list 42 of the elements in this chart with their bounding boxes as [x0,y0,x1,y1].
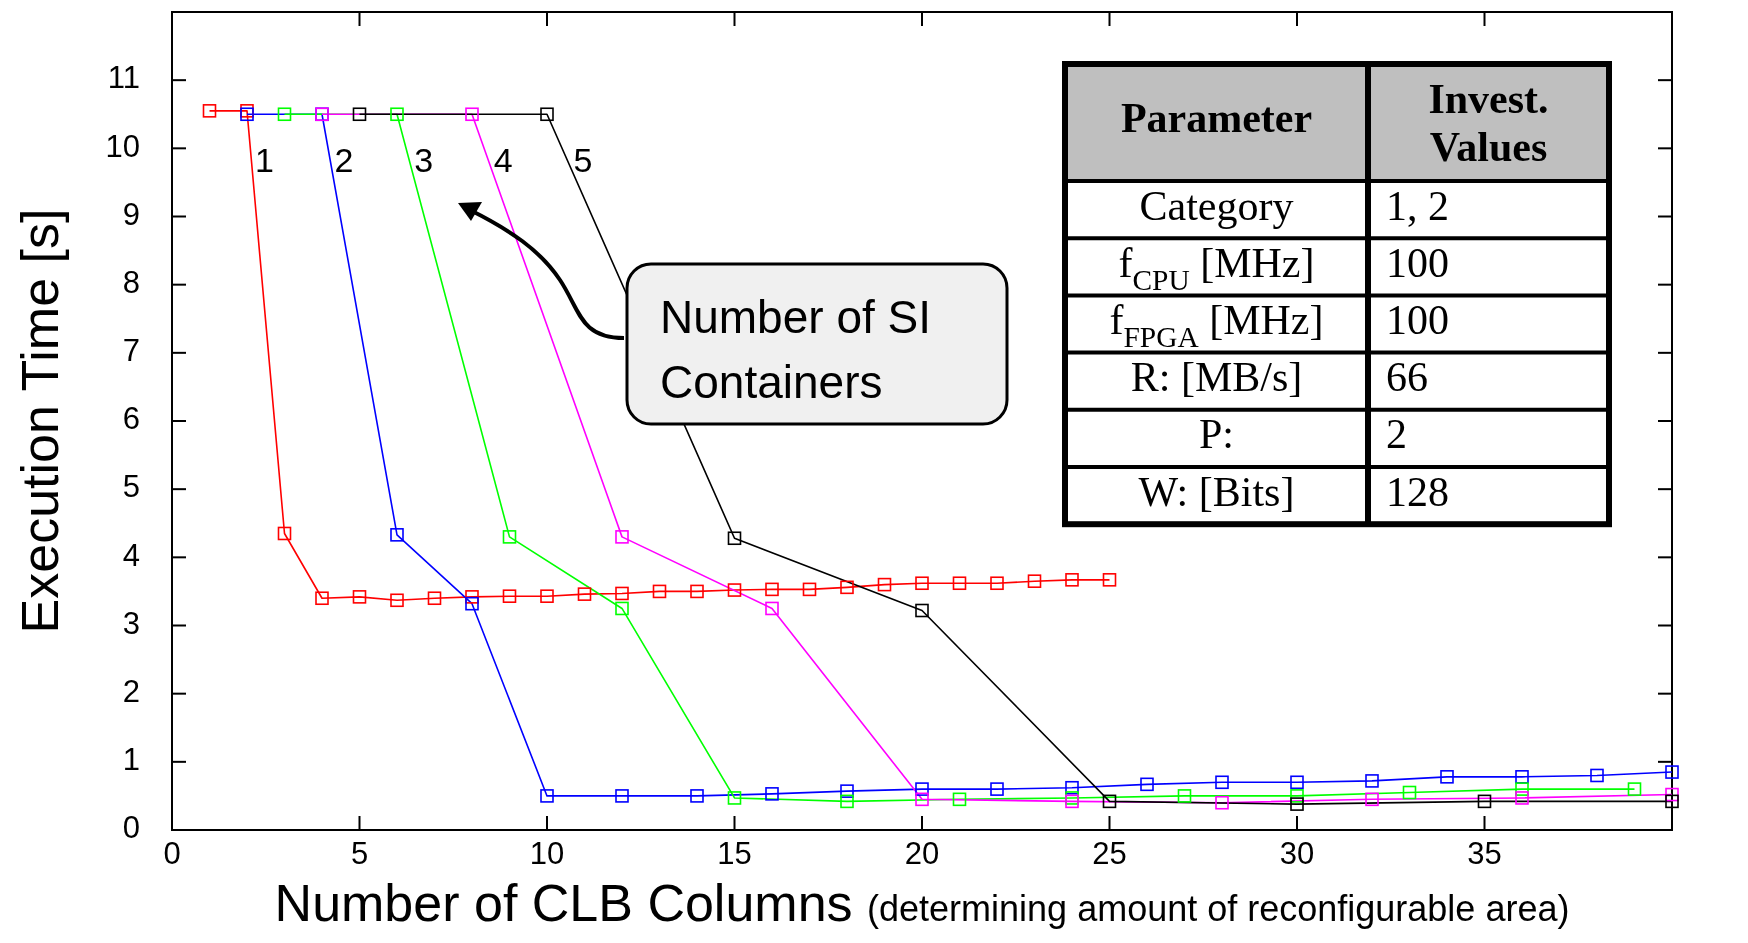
y-tick-label: 9 [122,196,140,232]
annotation: 1, 2 [1386,182,1449,229]
y-tick-label: 4 [122,537,140,573]
series-label: 2 [334,141,354,180]
x-axis-title: Number of CLB Columns (determining amount of reconfigurable area) [274,874,1570,932]
annotation: Invest. Values [1428,75,1549,170]
annotation: R: [MB/s] [1130,353,1303,400]
x-tick-label: 35 [1467,836,1502,871]
y-tick-label: 1 [122,742,140,778]
annotation: 100 [1386,296,1449,343]
annotation: P: [1198,411,1235,458]
series-label: 4 [493,141,513,180]
y-tick-label: 8 [122,264,140,300]
y-tick-label: 3 [122,605,140,641]
y-axis-title: Execution Time [s] [11,208,69,634]
x-tick-label: 20 [904,836,940,871]
series-label: 1 [255,141,274,180]
annotation: Parameter [1120,95,1313,142]
x-tick-label: 10 [529,836,565,871]
y-tick-label: 6 [122,401,140,437]
annotation: 128 [1386,468,1449,515]
x-tick-label: 5 [350,836,369,871]
series-label: 3 [414,141,434,180]
annotation: Number of SI Containers [660,291,931,408]
series-label: 5 [573,141,593,180]
y-tick-label: 2 [122,673,140,709]
y-tick-label: 0 [122,810,140,846]
y-tick-label: 10 [105,128,140,164]
annotation: f$_{FPGA}$ [MHz] [1109,296,1324,353]
x-tick-label: 0 [163,836,181,871]
x-tick-label: 15 [717,836,752,871]
annotation: W: [Bits] [1138,468,1295,515]
x-tick-label: 30 [1279,836,1315,871]
annotation: 66 [1386,353,1428,400]
annotation: 100 [1386,239,1449,286]
y-tick-label: 11 [107,60,140,96]
x-tick-label: 25 [1092,836,1127,871]
annotation: 2 [1386,411,1407,458]
annotation: f$_{CPU}$ [MHz] [1118,239,1315,296]
y-tick-label: 5 [122,469,140,505]
annotation: Category [1139,182,1294,229]
y-tick-label: 7 [122,333,140,369]
